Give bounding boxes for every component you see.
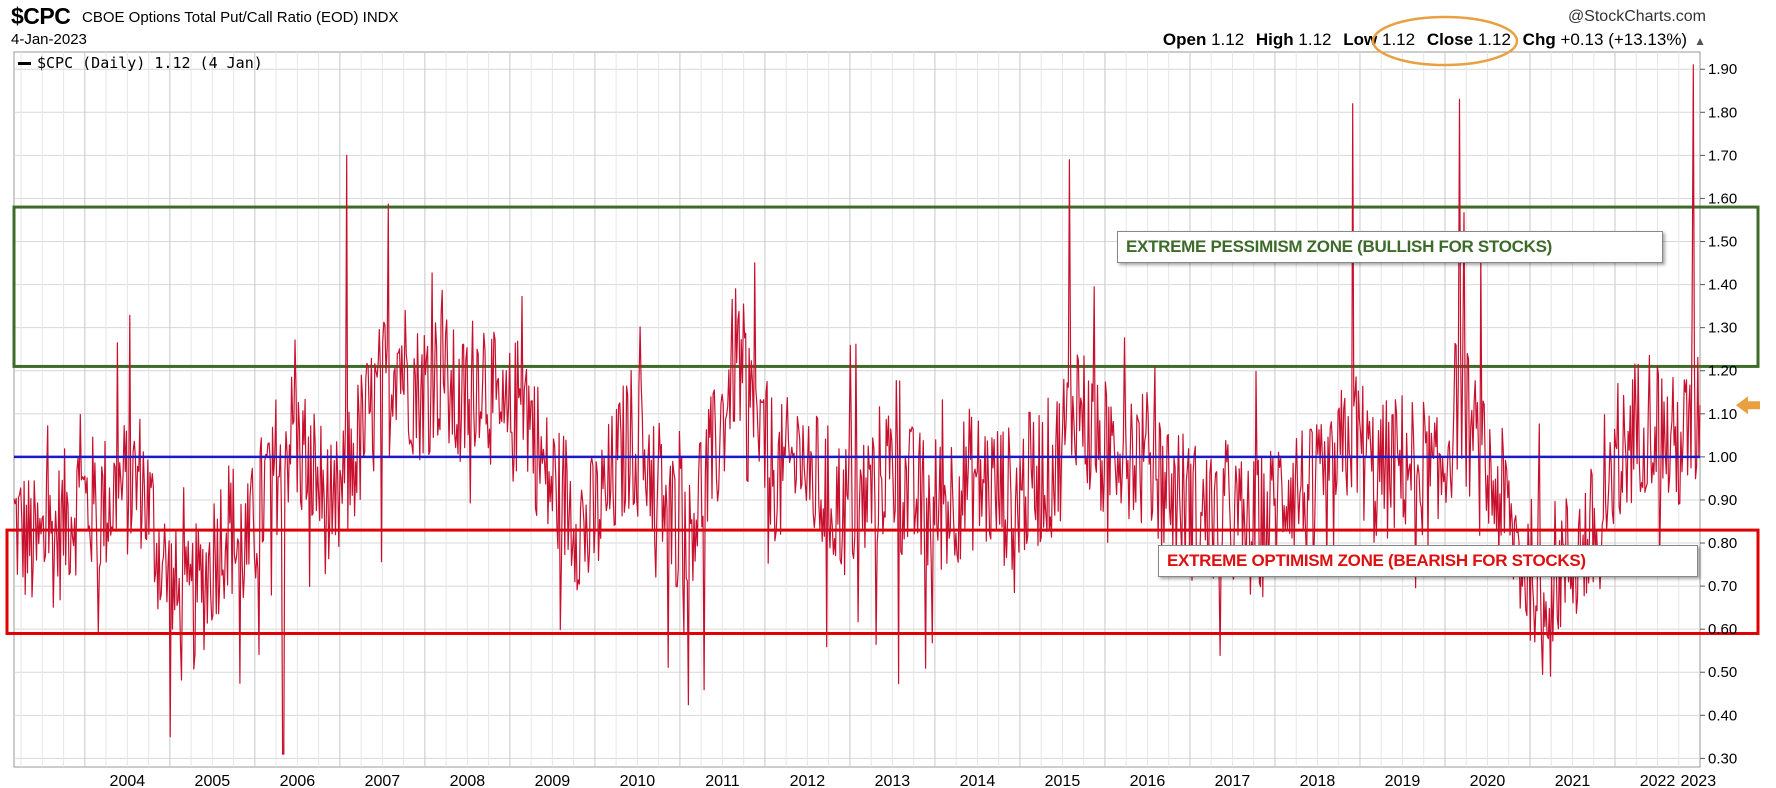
y-tick-label: 0.60 [1708,621,1737,638]
up-arrow-icon: ▲ [1694,34,1706,48]
y-tick-label: 1.60 [1708,190,1737,207]
y-tick-label: 0.40 [1708,707,1737,724]
chg-value: +0.13 (+13.13%) [1560,30,1688,49]
optimism-zone-label: EXTREME OPTIMISM ZONE (BEARISH FOR STOCK… [1158,545,1698,577]
y-tick-label: 1.90 [1708,61,1737,78]
axis-layer: 1.90 1.80 1.70 1.60 1.50 1.40 1.30 1.20 1.10 1.00… [110,61,1738,788]
x-tick-label: 2005 [195,773,231,788]
x-tick-label: 2008 [450,773,486,788]
high-label: High [1255,30,1294,49]
pessimism-zone-box [12,205,1760,368]
y-tick-label: 1.70 [1708,147,1737,164]
annotation-layer [1371,15,1760,415]
y-tick-label: 0.70 [1708,578,1737,595]
close-highlight-ellipse [1371,15,1519,67]
x-tick-label: 2022 [1640,773,1676,788]
x-tick-label: 2014 [960,773,996,788]
instrument-name: CBOE Options Total Put/Call Ratio (EOD) … [82,9,399,26]
y-tick-label: 0.90 [1708,492,1737,509]
y-tick-label: 1.50 [1708,234,1737,251]
x-tick-label: 2011 [705,773,740,788]
y-tick-label: 1.00 [1708,449,1737,466]
x-tick-label: 2016 [1130,773,1166,788]
close-value: 1.12 [1477,30,1511,49]
series-legend: $CPC (Daily) 1.12 (4 Jan) [18,54,263,72]
x-tick-label: 2015 [1045,773,1081,788]
y-tick-label: 1.20 [1708,363,1737,380]
instrument-name-text: CBOE Options Total Put/Call Ratio (EOD) [82,9,359,26]
y-tick-label: 0.80 [1708,535,1737,552]
y-tick-label: 1.80 [1708,104,1737,121]
stockcharts-credit[interactable]: @StockCharts.com [1567,8,1706,25]
chart-date: 4-Jan-2023 [11,31,87,48]
last-value-arrow-icon [1736,396,1760,415]
chg-label: Chg [1522,30,1556,49]
series-layer [13,64,1701,755]
y-tick-label: 0.30 [1708,750,1737,767]
y-tick-label: 1.30 [1708,320,1737,337]
x-tick-label: 2006 [280,773,316,788]
exchange-label: INDX [362,9,399,26]
legend-swatch [18,62,31,65]
symbol-title: $CPC [11,3,71,29]
x-tick-label: 2010 [620,773,656,788]
x-tick-label: 2021 [1555,773,1591,788]
x-tick-label: 2004 [110,773,146,788]
x-tick-label: 2020 [1470,773,1506,788]
open-label: Open [1162,30,1207,49]
x-tick-label: 2009 [535,773,571,788]
close-label: Close [1426,30,1474,49]
ohlc-readout: Open 1.12 High 1.12 Low 1.12 Close 1.12 … [1163,30,1706,50]
legend-text: $CPC (Daily) 1.12 (4 Jan) [37,54,263,72]
x-tick-label: 2013 [875,773,911,788]
x-tick-label: 2018 [1300,773,1336,788]
open-value: 1.12 [1211,30,1245,49]
y-tick-label: 0.50 [1708,664,1737,681]
cpc-series-line [13,64,1701,755]
x-tick-label: 2019 [1385,773,1421,788]
x-tick-label: 2007 [365,773,401,788]
low-label: Low [1343,30,1378,49]
x-tick-label: 2017 [1215,773,1251,788]
y-tick-label: 1.40 [1708,277,1737,294]
y-tick-label: 1.10 [1708,406,1737,423]
pessimism-zone-label: EXTREME PESSIMISM ZONE (BULLISH FOR STOC… [1117,231,1663,263]
x-tick-label: 2012 [790,773,826,788]
low-value: 1.12 [1381,30,1416,49]
high-value: 1.12 [1298,30,1332,49]
x-tick-label: 2023 [1681,773,1717,788]
